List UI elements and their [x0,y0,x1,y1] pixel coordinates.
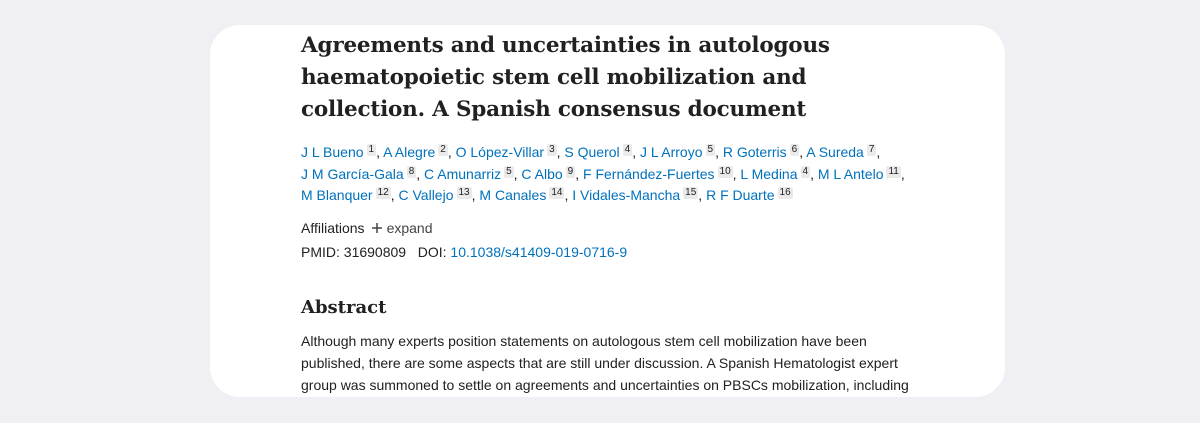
author: C Vallejo 13, [399,187,476,203]
author-name[interactable]: A Sureda [806,144,864,160]
author: C Albo 9, [521,165,580,182]
author-separator: , [447,144,452,160]
author-affiliation-number[interactable]: 10 [717,165,733,178]
author-separator: , [416,165,421,182]
author-name[interactable]: F Fernández-Fuertes [583,165,715,182]
author: J L Bueno 1, [301,144,380,160]
author-affiliation-number[interactable]: 4 [622,144,633,156]
author-name[interactable]: C Amunarriz [424,165,502,182]
author-affiliation-number[interactable]: 5 [504,165,514,178]
author-name[interactable]: M Canales [479,187,547,203]
author-affiliation-number[interactable]: 3 [547,144,557,156]
author-separator: , [698,187,703,203]
author-name[interactable]: R Goterris [722,144,787,160]
abstract-heading: Abstract [301,296,387,318]
author-affiliation-number[interactable]: 6 [789,144,800,156]
author-separator: , [390,187,395,203]
author: F Fernández-Fuertes 10, [583,165,737,182]
pmid: 31690809 [343,243,407,260]
author-affiliation-number[interactable]: 2 [438,144,448,156]
author-affiliation-number[interactable]: 14 [549,187,565,199]
plus-icon [371,222,382,233]
author-name[interactable]: C Vallejo [398,187,454,203]
article-content: Agreements and uncertainties in autologo… [301,30,946,396]
author-name[interactable]: J M García-Gala [301,165,404,182]
author-name[interactable]: A Alegre [383,144,436,160]
doi-label: DOI: [417,243,447,260]
author: R Goterris 6, [723,144,803,160]
author: J M García-Gala 8, [301,165,421,182]
abstract-line: published, there are some aspects that a… [301,354,898,371]
author-affiliation-number[interactable]: 5 [705,144,716,156]
author-name[interactable]: O López-Villar [455,144,545,160]
author-affiliation-number[interactable]: 13 [456,187,472,199]
author-separator: , [513,165,518,182]
author-name[interactable]: S Querol [564,144,620,160]
author-affiliation-number[interactable]: 11 [886,165,901,178]
author-separator: , [632,144,637,160]
author: M Canales 14, [479,187,568,203]
author-separator: , [900,165,905,182]
author-affiliation-number[interactable]: 1 [366,144,377,156]
author: A Sureda 7, [806,144,880,160]
abstract-line: Although many experts position statement… [301,332,867,349]
author: I Vidales-Mancha 15, [572,187,702,203]
author: R F Duarte 16 [706,187,793,203]
author-name[interactable]: J L Bueno [301,144,364,160]
author-affiliation-number[interactable]: 9 [565,165,576,178]
abstract-text: Although many experts position statement… [301,330,946,396]
article-title: Agreements and uncertainties in autologo… [301,33,830,122]
author: O López-Villar 3, [456,144,561,160]
author-separator: , [810,165,814,182]
author-name[interactable]: L Medina [740,165,798,182]
expand-label[interactable]: expand [386,219,433,236]
author-separator: , [732,165,737,182]
article-card: Agreements and uncertainties in autologo… [210,25,1005,397]
author-separator: , [471,187,476,203]
author-affiliation-number[interactable]: 15 [683,187,699,199]
doi-link[interactable]: 10.1038/s41409-019-0716-9 [450,243,628,260]
author: C Amunarriz 5, [424,165,518,182]
author-name[interactable]: M L Antelo [817,165,884,182]
expand-button[interactable]: expand [371,218,433,238]
author-separator: , [876,144,881,160]
author: S Querol 4, [564,144,636,160]
author-separator: , [799,144,804,160]
author-separator: , [715,144,719,160]
author: A Alegre 2, [383,144,452,160]
author-name[interactable]: C Albo [521,165,563,182]
author-separator: , [556,144,561,160]
author-affiliation-number[interactable]: 8 [406,165,417,178]
author-affiliation-number[interactable]: 4 [800,165,811,178]
author-name[interactable]: M Blanquer [301,187,373,203]
author-separator: , [376,144,380,160]
affiliations: Affiliations expand [301,218,946,238]
author-name[interactable]: I Vidales-Mancha [572,187,681,203]
author: M Blanquer 12, [301,187,395,203]
abstract-line: group was summoned to settle on agreemen… [301,376,909,393]
affiliations-label: Affiliations [301,219,365,236]
author-affiliation-number[interactable]: 16 [777,187,793,199]
author: L Medina 4, [740,165,814,182]
pmid-label: PMID: [301,243,340,260]
author-list: J L Bueno 1, A Alegre 2, O López-Villar 3, … [301,142,946,207]
author-affiliation-number[interactable]: 7 [866,144,877,156]
author-name[interactable]: J L Arroyo [640,144,703,160]
author-name[interactable]: R F Duarte [706,187,775,203]
author: M L Antelo 11, [817,165,905,182]
author: J L Arroyo 5, [640,144,719,160]
identifiers: PMID: 31690809 DOI: 10.1038/s41409-019-0… [301,242,946,262]
author-separator: , [575,165,580,182]
author-affiliation-number[interactable]: 12 [375,187,391,199]
author-separator: , [564,187,569,203]
